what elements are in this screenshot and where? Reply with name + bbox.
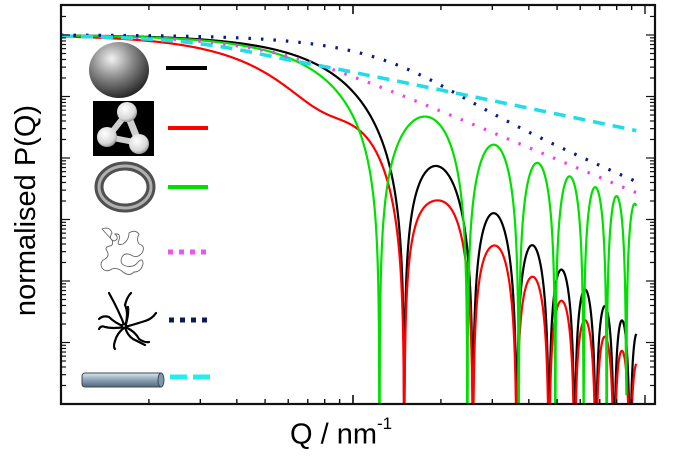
x-axis-label-superscript: -1 — [377, 414, 393, 433]
star-polymer-icon — [97, 291, 158, 351]
legend-item-sphere — [89, 42, 207, 98]
curve-rod — [61, 34, 638, 133]
curve-star — [61, 33, 638, 184]
sphere-icon — [89, 42, 149, 98]
legend-item-trimer — [93, 101, 208, 156]
curve-trimer — [61, 35, 638, 404]
y-axis-label-text: normalised P(Q) — [10, 104, 43, 316]
x-axis-label-text: Q / nm — [290, 418, 378, 451]
y-axis-label: normalised P(Q) — [2, 60, 52, 360]
legend-item-rod — [81, 372, 211, 388]
axes-box — [59, 3, 657, 406]
x-axis-label: Q / nm-1 — [290, 414, 392, 452]
plot-frame — [59, 3, 657, 406]
coil-icon — [100, 227, 144, 275]
legend-item-star — [97, 291, 209, 351]
cylinder-icon — [81, 372, 165, 388]
legend-item-coil — [100, 227, 208, 275]
curve-shell — [61, 34, 638, 404]
legend-item-shell — [94, 161, 208, 213]
legend — [81, 42, 211, 388]
plot-curves — [61, 33, 638, 404]
trimer-icon — [93, 101, 154, 156]
shell-icon — [94, 161, 156, 213]
